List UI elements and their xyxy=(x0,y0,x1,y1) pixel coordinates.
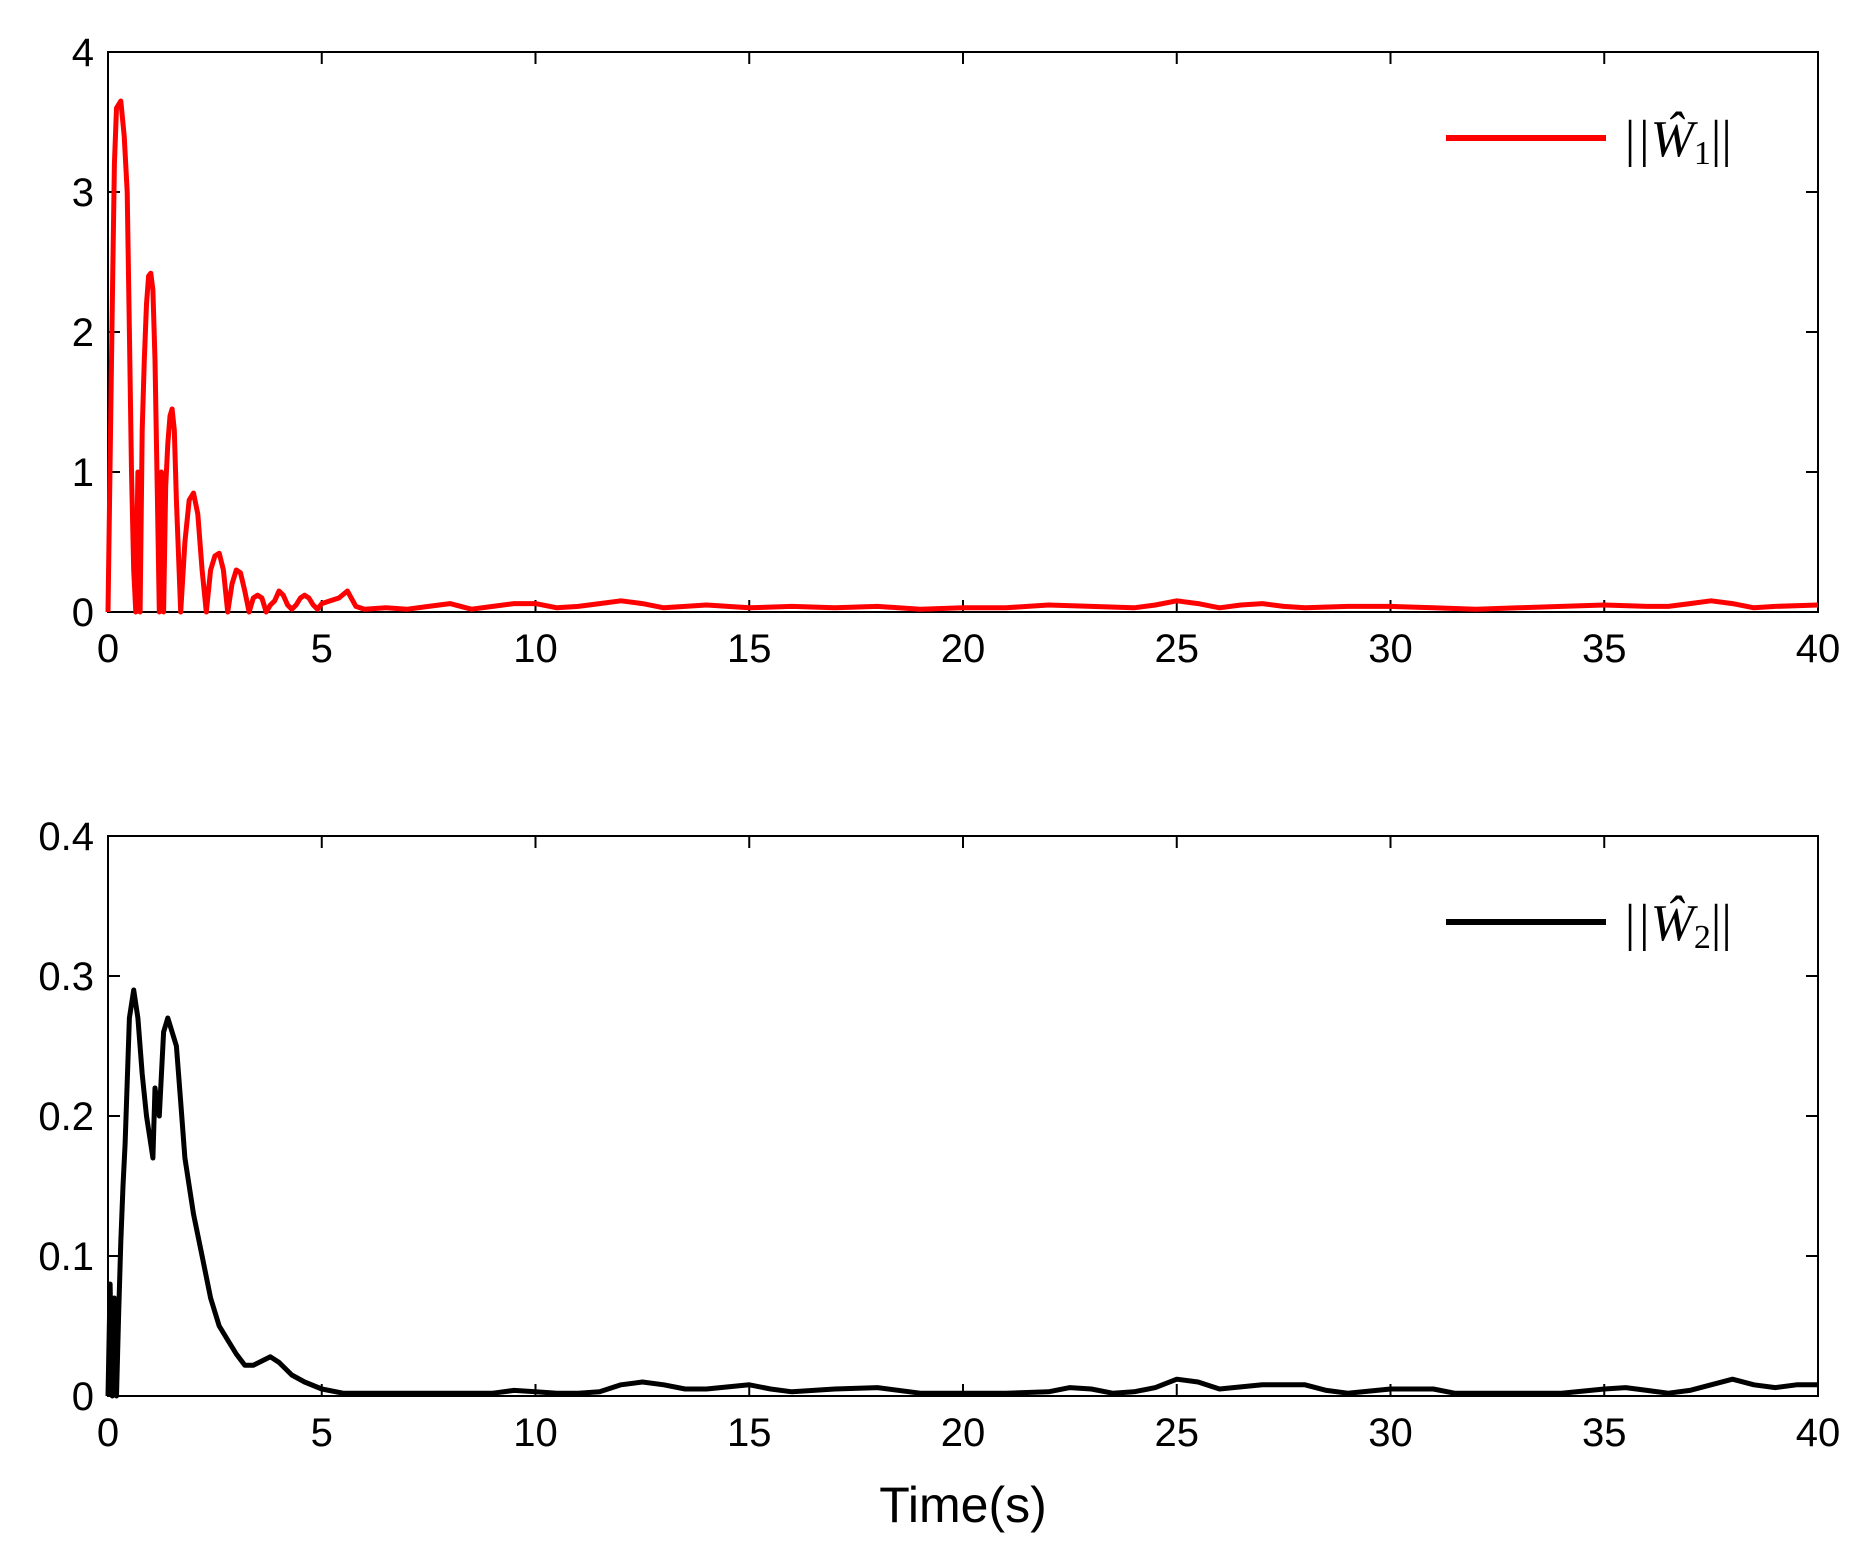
x-tick-label: 0 xyxy=(97,1411,119,1455)
legend-label: ||Ŵ2|| xyxy=(1622,894,1732,956)
x-tick-label: 20 xyxy=(941,1411,986,1455)
x-tick-label: 0 xyxy=(97,627,119,671)
y-tick-label: 0.4 xyxy=(38,815,94,859)
y-tick-label: 0 xyxy=(72,591,94,635)
legend-label: ||Ŵ1|| xyxy=(1622,110,1732,172)
x-tick-label: 5 xyxy=(311,1411,333,1455)
x-tick-label: 20 xyxy=(941,627,986,671)
y-tick-label: 3 xyxy=(72,171,94,215)
x-tick-label: 10 xyxy=(513,627,558,671)
x-tick-label: 40 xyxy=(1796,627,1841,671)
x-tick-label: 10 xyxy=(513,1411,558,1455)
y-tick-label: 0 xyxy=(72,1375,94,1419)
x-tick-label: 15 xyxy=(727,627,772,671)
x-tick-label: 25 xyxy=(1155,627,1200,671)
x-tick-label: 5 xyxy=(311,627,333,671)
x-axis-title: Time(s) xyxy=(879,1477,1047,1533)
y-tick-label: 1 xyxy=(72,451,94,495)
y-tick-label: 4 xyxy=(72,31,94,75)
bottom-panel: 0 5 10 15 20 25 30 35 40 0 0.1 0.2 0.3 0.4 ||Ŵ2|| Time(… xyxy=(38,815,1840,1533)
x-tick-label: 40 xyxy=(1796,1411,1841,1455)
x-tick-label: 30 xyxy=(1368,1411,1413,1455)
x-tick-label: 15 xyxy=(727,1411,772,1455)
x-tick-label: 30 xyxy=(1368,627,1413,671)
x-tick-label: 35 xyxy=(1582,1411,1627,1455)
y-tick-label: 0.1 xyxy=(38,1235,94,1279)
series-line xyxy=(105,98,1819,615)
y-tick-label: 2 xyxy=(72,311,94,355)
y-tick-label: 0.3 xyxy=(38,955,94,999)
series-line xyxy=(105,987,1818,1399)
x-tick-label: 25 xyxy=(1155,1411,1200,1455)
y-tick-label: 0.2 xyxy=(38,1095,94,1139)
x-tick-label: 35 xyxy=(1582,627,1627,671)
top-panel: 0 5 10 15 20 25 30 35 40 0 1 2 3 4 ||Ŵ1|| xyxy=(72,31,1841,671)
